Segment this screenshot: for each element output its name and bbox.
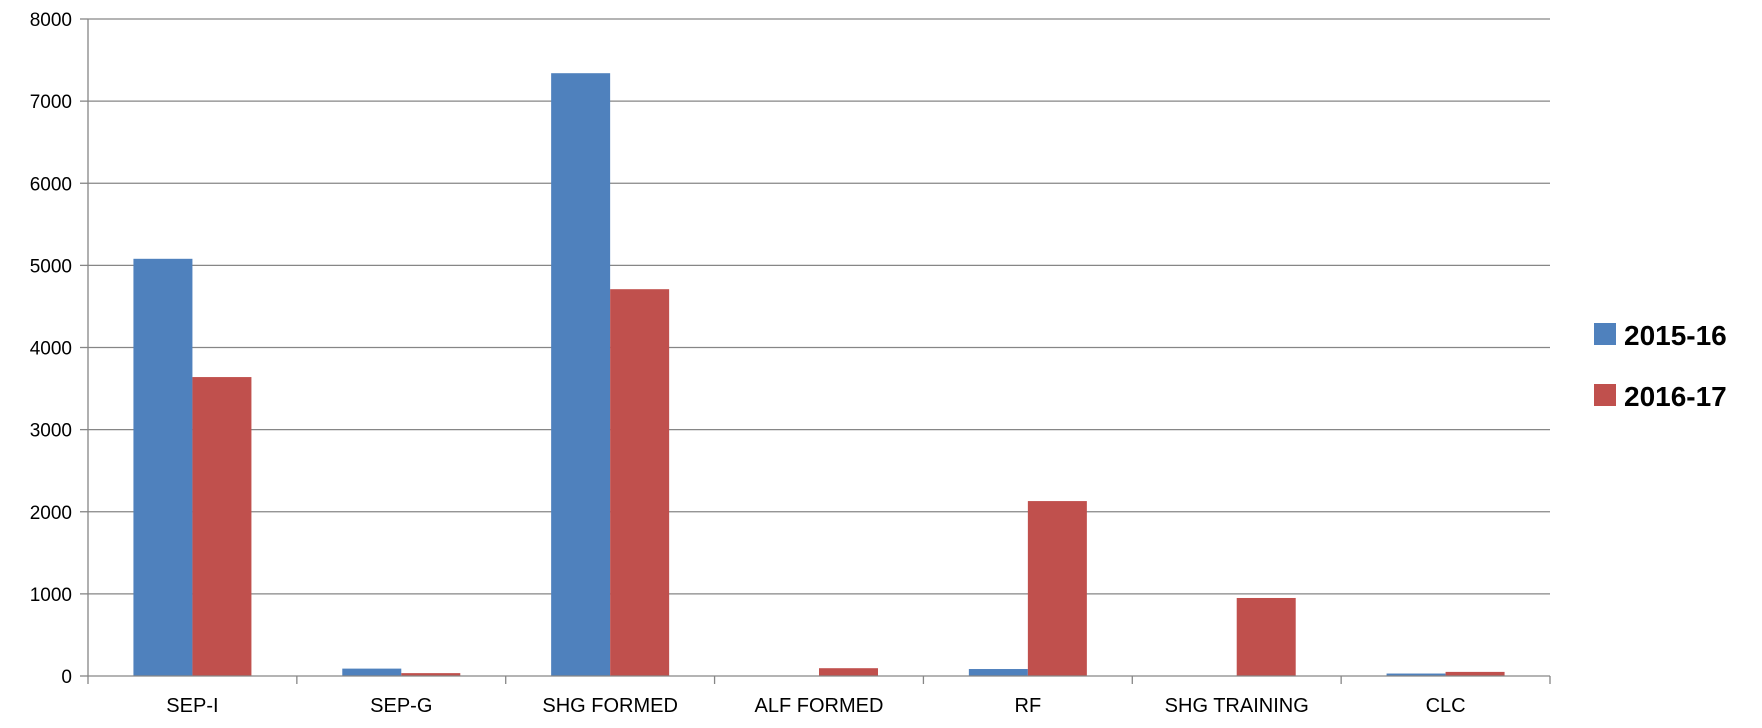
bar-2015-16-clc [1386,673,1446,676]
bars [133,73,1505,676]
bar-2015-16-sep-g [342,668,402,676]
y-tick-label: 1000 [30,585,72,606]
category-label: SHG TRAINING [1165,695,1309,717]
axes [80,18,1551,684]
y-tick-label: 8000 [30,10,72,31]
category-label: SEP-G [370,695,432,717]
category-label: ALF FORMED [755,695,884,717]
bar-2016-17-rf [1027,501,1087,676]
gridlines [88,18,1550,595]
category-label: SEP-I [166,695,218,717]
legend-label: 2016-17 [1624,381,1727,412]
bar-2016-17-alf-formed [819,668,878,676]
bar-2016-17-shg-training [1236,597,1296,676]
bar-2016-17-sep-g [401,673,461,676]
legend-swatch [1594,384,1616,406]
legend: 2015-16 2016-17 [1594,320,1727,412]
bar-2016-17-clc [1445,671,1505,676]
y-tick-label: 3000 [30,421,72,442]
legend-label: 2015-16 [1624,320,1727,351]
bar-2016-17-shg-formed [610,289,670,676]
y-tick-label: 5000 [30,256,72,277]
y-tick-label: 7000 [30,92,72,113]
category-labels: SEP-I SEP-G SHG FORMED ALF FORMED RF SHG TRAI… [166,695,1465,717]
bar-2015-16-shg-formed [551,73,611,676]
y-tick-label: 6000 [30,174,72,195]
category-label: CLC [1426,695,1466,717]
bar-2015-16-rf [968,669,1028,676]
y-tick-labels: 0 1000 2000 3000 4000 5000 6000 7000 8000 [30,10,72,688]
bar-2015-16-sep-i [133,258,193,676]
y-tick-label: 4000 [30,339,72,360]
category-label: RF [1015,695,1042,717]
y-tick-label: 0 [61,667,72,688]
legend-swatch [1594,323,1616,345]
category-label: SHG FORMED [542,695,678,717]
bar-2016-17-sep-i [192,377,252,676]
y-tick-label: 2000 [30,503,72,524]
